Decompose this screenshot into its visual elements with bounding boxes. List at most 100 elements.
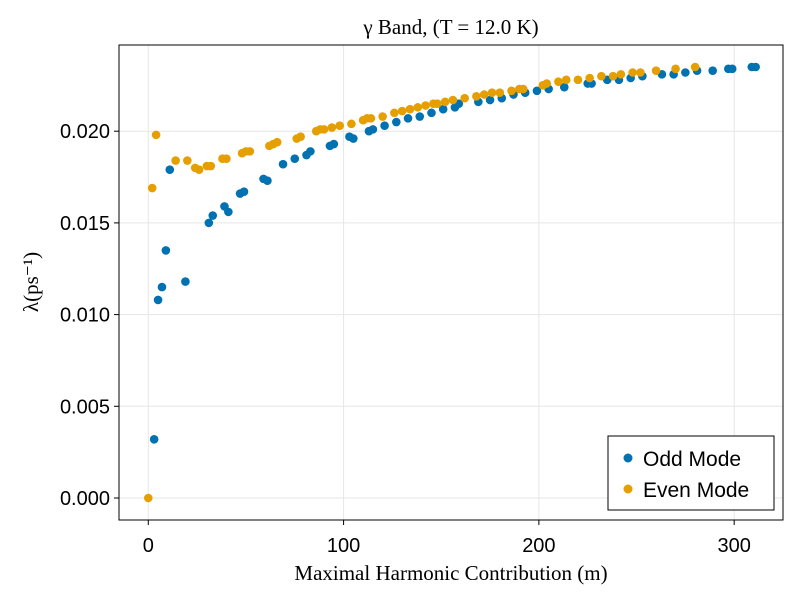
data-point-even-mode	[413, 103, 423, 112]
legend-label-odd-mode: Odd Mode	[643, 448, 741, 471]
data-point-odd-mode	[306, 147, 315, 156]
data-point-even-mode	[347, 119, 356, 129]
legend: Odd Mode Even Mode	[607, 435, 775, 511]
data-point-even-mode	[421, 101, 430, 110]
legend-marker-odd-mode	[623, 453, 633, 463]
data-point-even-mode	[616, 70, 626, 79]
data-point-even-mode	[561, 75, 571, 85]
data-point-odd-mode	[161, 246, 171, 255]
y-tick-label: 0.010	[60, 305, 110, 327]
data-point-odd-mode	[708, 66, 717, 75]
data-points	[143, 62, 760, 503]
y-axis-label: λ(ps⁻¹)	[19, 252, 43, 312]
x-ticks: 0 100 200 300	[143, 520, 751, 557]
data-point-even-mode	[651, 66, 661, 75]
data-point-even-mode	[245, 147, 255, 156]
data-point-odd-mode	[208, 211, 218, 220]
data-point-even-mode	[671, 64, 680, 74]
data-point-odd-mode	[485, 95, 495, 105]
data-point-odd-mode	[263, 176, 272, 186]
data-point-even-mode	[440, 97, 450, 107]
data-point-even-mode	[628, 68, 637, 77]
data-point-even-mode	[378, 112, 387, 121]
plot-frame	[118, 44, 784, 521]
data-point-odd-mode	[438, 104, 448, 114]
data-point-odd-mode	[349, 134, 358, 143]
y-ticks: 0.000 0.005 0.010 0.015 0.020	[60, 121, 119, 510]
data-point-odd-mode	[181, 277, 190, 286]
data-point-odd-mode	[157, 282, 167, 292]
data-point-odd-mode	[415, 112, 425, 121]
data-point-even-mode	[183, 156, 192, 165]
data-point-odd-mode	[751, 62, 760, 72]
legend-marker-even-mode	[623, 484, 633, 494]
data-point-odd-mode	[278, 159, 288, 169]
data-point-even-mode	[397, 106, 407, 116]
data-point-even-mode	[272, 137, 282, 147]
data-point-odd-mode	[290, 154, 300, 164]
y-tick-label: 0.020	[60, 121, 110, 143]
data-point-even-mode	[597, 71, 606, 81]
data-point-even-mode	[335, 121, 344, 130]
data-point-odd-mode	[392, 117, 401, 127]
y-tick-label: 0.000	[60, 488, 110, 510]
data-point-even-mode	[327, 123, 337, 132]
data-point-even-mode	[143, 493, 153, 503]
grid	[119, 45, 783, 520]
data-point-even-mode	[296, 132, 305, 141]
data-point-even-mode	[636, 68, 645, 77]
data-point-even-mode	[507, 86, 516, 96]
data-point-even-mode	[573, 75, 583, 85]
data-point-even-mode	[194, 165, 204, 175]
data-point-odd-mode	[727, 64, 737, 74]
x-tick-label: 0	[143, 535, 154, 557]
x-tick-label: 100	[327, 535, 360, 557]
x-tick-label: 300	[717, 535, 750, 557]
data-point-even-mode	[608, 71, 618, 81]
data-point-odd-mode	[532, 86, 542, 96]
data-point-even-mode	[472, 92, 481, 101]
y-tick-label: 0.005	[60, 396, 110, 418]
data-point-even-mode	[171, 156, 180, 165]
data-point-even-mode	[151, 130, 161, 140]
data-point-even-mode	[147, 183, 157, 193]
data-point-odd-mode	[403, 114, 413, 123]
data-point-odd-mode	[559, 82, 569, 92]
data-point-even-mode	[487, 88, 497, 97]
data-point-odd-mode	[368, 125, 378, 134]
series-odd-mode	[149, 62, 760, 444]
data-point-even-mode	[479, 90, 489, 99]
data-point-even-mode	[366, 114, 376, 123]
series-even-mode	[143, 62, 700, 503]
data-point-even-mode	[448, 95, 458, 105]
data-point-even-mode	[390, 108, 399, 118]
data-point-even-mode	[433, 99, 442, 108]
data-point-odd-mode	[165, 165, 175, 175]
chart-title: γ Band, (T = 12.0 K)	[362, 15, 538, 39]
data-point-even-mode	[690, 62, 700, 72]
data-point-odd-mode	[427, 108, 436, 118]
data-point-even-mode	[206, 161, 216, 171]
data-point-even-mode	[554, 77, 563, 86]
data-point-odd-mode	[153, 295, 163, 305]
data-point-even-mode	[222, 154, 231, 164]
data-point-odd-mode	[204, 218, 214, 228]
y-tick-label: 0.015	[60, 213, 110, 235]
x-tick-label: 200	[522, 535, 555, 557]
data-point-even-mode	[518, 84, 528, 94]
data-point-odd-mode	[380, 121, 389, 130]
data-point-odd-mode	[239, 187, 249, 197]
data-point-even-mode	[585, 73, 594, 83]
x-axis-label: Maximal Harmonic Contribution (m)	[294, 561, 607, 585]
legend-label-even-mode: Even Mode	[643, 479, 749, 502]
data-point-even-mode	[495, 88, 505, 97]
data-point-even-mode	[405, 104, 415, 114]
data-point-even-mode	[542, 79, 551, 88]
data-point-even-mode	[319, 125, 329, 134]
data-point-even-mode	[460, 93, 469, 103]
data-point-odd-mode	[329, 139, 339, 149]
data-point-odd-mode	[149, 435, 159, 444]
data-point-odd-mode	[224, 207, 233, 217]
legend-box	[607, 435, 775, 511]
